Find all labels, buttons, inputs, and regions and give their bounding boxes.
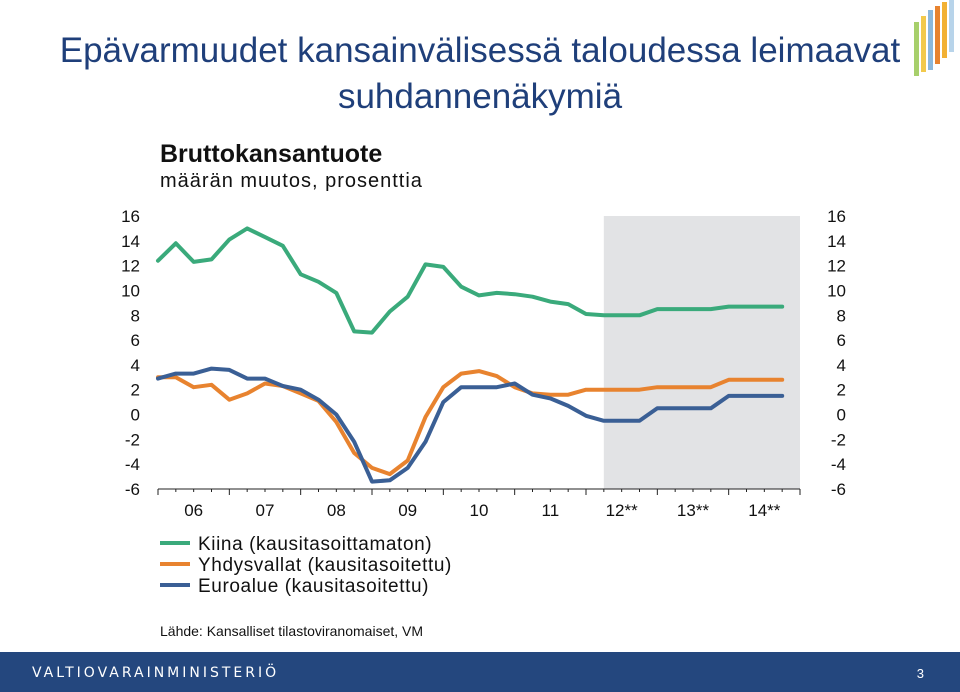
y-tick-label-left: 16 <box>121 207 140 226</box>
x-tick-label: 10 <box>470 501 489 520</box>
x-axis: 06 07 08 09 10 11 12** 13** 14** <box>184 501 781 520</box>
y-tick-label-left: 4 <box>131 356 140 375</box>
forecast-shade <box>603 216 800 489</box>
slide-title-line1: Epävarmuudet kansainvälisessä taloudessa… <box>59 31 901 70</box>
series-line <box>156 366 785 484</box>
gdp-chart: Bruttokansantuote määrän muutos, prosent… <box>121 140 846 639</box>
y-tick-label-right: 4 <box>837 356 846 375</box>
x-tick-label: 11 <box>542 501 560 520</box>
slide-title-line2: suhdannenäkymiä <box>337 77 623 116</box>
y-tick-label-left: -6 <box>125 480 140 499</box>
legend: Kiina (kausitasoittamaton)Yhdysvallat (k… <box>160 534 452 597</box>
series-line <box>156 226 785 335</box>
x-tick-label: 07 <box>256 501 275 520</box>
y-tick-label-left: 14 <box>121 232 140 251</box>
y-tick-label-right: 16 <box>827 207 846 226</box>
page-number: 3 <box>916 666 924 681</box>
y-tick-label-right: 6 <box>837 331 846 350</box>
y-tick-label-left: -4 <box>125 455 140 474</box>
x-tick-label: 14** <box>748 501 781 520</box>
y-tick-label-right: -4 <box>831 455 846 474</box>
y-tick-label-left: 8 <box>131 306 140 325</box>
x-tick-label: 12** <box>606 501 639 520</box>
legend-label: Yhdysvallat (kausitasoitettu) <box>198 555 452 576</box>
slide-title: Epävarmuudet kansainvälisessä taloudessa… <box>0 28 960 120</box>
y-tick-label-right: 2 <box>837 381 846 400</box>
y-tick-label-right: 0 <box>837 406 846 425</box>
legend-label: Kiina (kausitasoittamaton) <box>198 534 432 555</box>
brand-bars-logo <box>914 0 954 76</box>
y-tick-label-left: 10 <box>121 281 140 300</box>
chart-title: Bruttokansantuote <box>160 140 382 168</box>
series-line <box>156 369 785 477</box>
y-tick-label-left: 12 <box>121 257 140 276</box>
chart-subtitle: määrän muutos, prosenttia <box>160 170 423 192</box>
y-tick-label-right: -2 <box>831 430 846 449</box>
series-lines <box>156 226 785 484</box>
source-note: Lähde: Kansalliset tilastoviranomaiset, … <box>160 623 423 639</box>
x-tick-label: 08 <box>327 501 346 520</box>
legend-label: Euroalue (kausitasoitettu) <box>198 576 429 597</box>
y-tick-label-left: -2 <box>125 430 140 449</box>
y-tick-label-right: 10 <box>827 281 846 300</box>
y-tick-label-left: 2 <box>131 381 140 400</box>
y-tick-label-left: 6 <box>131 331 140 350</box>
x-tick-label: 13** <box>677 501 710 520</box>
x-tick-marks <box>157 489 801 495</box>
y-tick-label-right: 8 <box>837 306 846 325</box>
footer-bar: VALTIOVARAINMINISTERIÖ 3 <box>0 652 960 692</box>
x-tick-label: 09 <box>398 501 417 520</box>
y-tick-label-right: -6 <box>831 480 846 499</box>
y-tick-label-right: 12 <box>827 257 846 276</box>
y-axis-right: 16 14 12 10 8 6 4 2 0 -2 -4 -6 <box>827 207 846 499</box>
y-axis-left: 16 14 12 10 8 6 4 2 0 -2 -4 -6 <box>121 207 140 499</box>
x-tick-label: 06 <box>184 501 203 520</box>
ministry-name: VALTIOVARAINMINISTERIÖ <box>32 665 280 681</box>
y-tick-label-right: 14 <box>827 232 846 251</box>
y-tick-label-left: 0 <box>131 406 140 425</box>
